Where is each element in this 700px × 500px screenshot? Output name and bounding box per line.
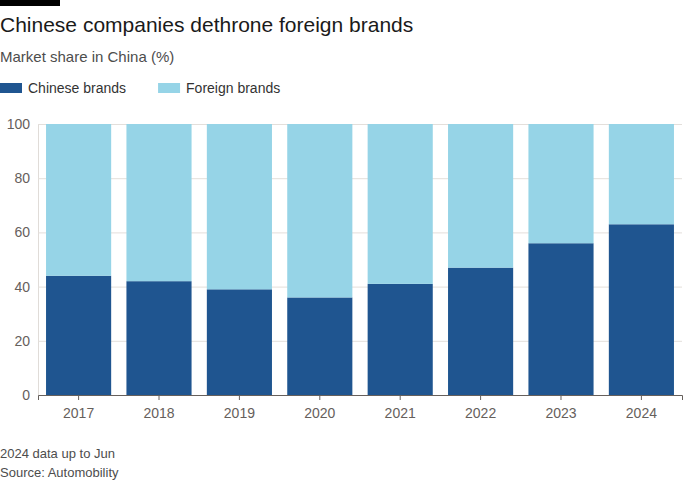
x-tick: 2024: [626, 395, 657, 421]
y-axis: 0 20 40 60 80 100: [7, 116, 682, 403]
x-tick-mark: [641, 395, 642, 400]
plot: 0 20 40 60 80 100 2017 2018 2019 2020 2021 2022 2023…: [7, 116, 683, 421]
x-tick-label: 2023: [545, 405, 576, 421]
top-bar: [0, 0, 60, 6]
bar: [528, 243, 593, 395]
bar: [207, 289, 272, 395]
x-tick-label: 2019: [224, 405, 255, 421]
x-tick-mark: [560, 395, 561, 400]
title: Chinese companies dethrone foreign brand…: [0, 13, 413, 36]
x-tick-mark: [400, 395, 401, 400]
bar: [126, 124, 191, 281]
x-tick-label: 2020: [304, 405, 335, 421]
bar: [609, 124, 674, 224]
chart: Chinese companies dethrone foreign brand…: [0, 0, 700, 500]
footnote: Source: Automobility: [0, 465, 119, 480]
bar: [609, 224, 674, 395]
bar: [528, 124, 593, 243]
bar: [46, 276, 111, 395]
bar: [126, 281, 191, 395]
bar: [448, 124, 513, 268]
x-tick-label: 2022: [465, 405, 496, 421]
x-tick: 2023: [545, 395, 576, 421]
x-tick-mark: [78, 395, 79, 400]
y-tick-label: 80: [14, 170, 30, 186]
x-tick: 2019: [224, 395, 255, 421]
x-tick-mark: [239, 395, 240, 400]
x-tick: 2021: [385, 395, 416, 421]
bar: [287, 124, 352, 297]
x-tick-label: 2024: [626, 405, 657, 421]
legend-swatch: [158, 83, 180, 93]
bar: [287, 297, 352, 395]
y-tick-label: 100: [7, 116, 31, 132]
x-tick-label: 2018: [143, 405, 174, 421]
x-tick-mark: [159, 395, 160, 400]
x-tick: 2022: [465, 395, 496, 421]
bar: [448, 268, 513, 395]
y-tick-label: 0: [22, 387, 30, 403]
legend-label: Chinese brands: [28, 80, 126, 96]
series: [46, 124, 674, 297]
x-tick-label: 2017: [63, 405, 94, 421]
legend: Chinese brands Foreign brands: [0, 80, 280, 96]
bars: [46, 124, 674, 395]
x-tick: 2017: [63, 395, 94, 421]
x-tick-label: 2021: [385, 405, 416, 421]
footnote: 2024 data up to Jun: [0, 446, 115, 461]
x-tick-mark: [319, 395, 320, 400]
bar: [368, 124, 433, 284]
bar: [207, 124, 272, 289]
legend-swatch: [0, 83, 22, 93]
x-tick-mark: [480, 395, 481, 400]
bar: [368, 284, 433, 395]
bar: [46, 124, 111, 276]
y-tick-label: 60: [14, 224, 30, 240]
legend-label: Foreign brands: [186, 80, 280, 96]
y-tick-label: 40: [14, 279, 30, 295]
subtitle: Market share in China (%): [0, 48, 174, 65]
x-axis-line: [39, 396, 683, 401]
x-tick: 2018: [143, 395, 174, 421]
x-tick: 2020: [304, 395, 335, 421]
y-tick-label: 20: [14, 333, 30, 349]
y-axis-line: [39, 125, 683, 396]
x-axis: 2017 2018 2019 2020 2021 2022 2023 2024: [39, 395, 683, 421]
